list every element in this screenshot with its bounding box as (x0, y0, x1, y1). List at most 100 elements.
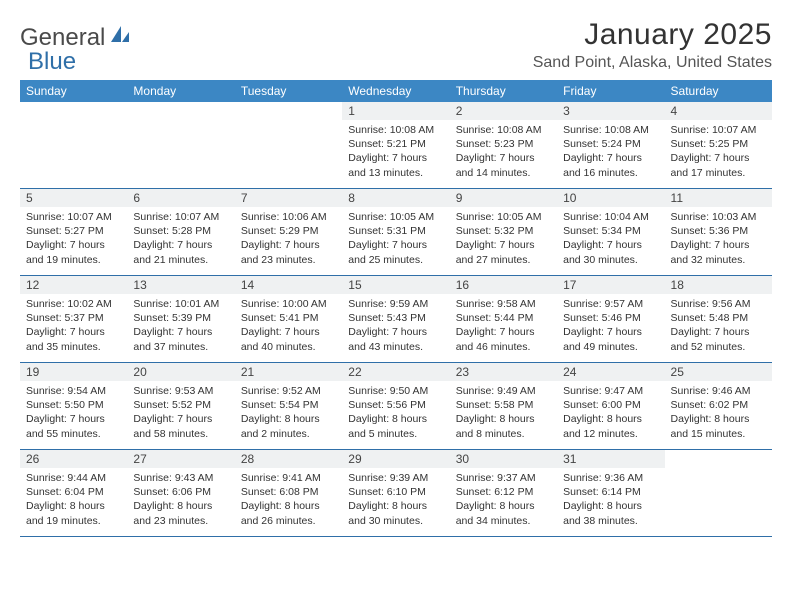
day-number: 1 (342, 102, 449, 120)
calendar-table: SundayMondayTuesdayWednesdayThursdayFrid… (20, 80, 772, 537)
calendar-day-cell: 13Sunrise: 10:01 AMSunset: 5:39 PMDaylig… (127, 276, 234, 363)
calendar-day-cell: 27Sunrise: 9:43 AMSunset: 6:06 PMDayligh… (127, 450, 234, 537)
calendar-day-cell: 6Sunrise: 10:07 AMSunset: 5:28 PMDayligh… (127, 189, 234, 276)
day-details: Sunrise: 9:41 AMSunset: 6:08 PMDaylight:… (235, 468, 342, 532)
month-title: January 2025 (533, 18, 772, 52)
day-number: 23 (450, 363, 557, 381)
day-number: 24 (557, 363, 664, 381)
day-details: Sunrise: 10:01 AMSunset: 5:39 PMDaylight… (127, 294, 234, 358)
calendar-day-cell (20, 102, 127, 189)
calendar-day-cell: 8Sunrise: 10:05 AMSunset: 5:31 PMDayligh… (342, 189, 449, 276)
day-details: Sunrise: 9:49 AMSunset: 5:58 PMDaylight:… (450, 381, 557, 445)
calendar-day-cell: 7Sunrise: 10:06 AMSunset: 5:29 PMDayligh… (235, 189, 342, 276)
day-number: 11 (665, 189, 772, 207)
day-header: Friday (557, 80, 664, 102)
day-details: Sunrise: 9:57 AMSunset: 5:46 PMDaylight:… (557, 294, 664, 358)
calendar-week-row: 12Sunrise: 10:02 AMSunset: 5:37 PMDaylig… (20, 276, 772, 363)
day-number: 28 (235, 450, 342, 468)
day-header: Sunday (20, 80, 127, 102)
day-header: Wednesday (342, 80, 449, 102)
header: General January 2025 Sand Point, Alaska,… (20, 18, 772, 72)
calendar-body: 1Sunrise: 10:08 AMSunset: 5:21 PMDayligh… (20, 102, 772, 537)
day-details: Sunrise: 9:56 AMSunset: 5:48 PMDaylight:… (665, 294, 772, 358)
day-details: Sunrise: 10:07 AMSunset: 5:27 PMDaylight… (20, 207, 127, 271)
day-number: 16 (450, 276, 557, 294)
calendar-day-cell: 4Sunrise: 10:07 AMSunset: 5:25 PMDayligh… (665, 102, 772, 189)
logo-blue-text: Blue (28, 48, 76, 75)
day-details: Sunrise: 9:53 AMSunset: 5:52 PMDaylight:… (127, 381, 234, 445)
day-header: Monday (127, 80, 234, 102)
calendar-week-row: 1Sunrise: 10:08 AMSunset: 5:21 PMDayligh… (20, 102, 772, 189)
day-number: 4 (665, 102, 772, 120)
day-header-row: SundayMondayTuesdayWednesdayThursdayFrid… (20, 80, 772, 102)
calendar-day-cell: 20Sunrise: 9:53 AMSunset: 5:52 PMDayligh… (127, 363, 234, 450)
day-details: Sunrise: 10:03 AMSunset: 5:36 PMDaylight… (665, 207, 772, 271)
day-number: 20 (127, 363, 234, 381)
calendar-day-cell: 10Sunrise: 10:04 AMSunset: 5:34 PMDaylig… (557, 189, 664, 276)
day-details: Sunrise: 9:37 AMSunset: 6:12 PMDaylight:… (450, 468, 557, 532)
day-number: 2 (450, 102, 557, 120)
logo: General (20, 18, 133, 52)
calendar-day-cell: 15Sunrise: 9:59 AMSunset: 5:43 PMDayligh… (342, 276, 449, 363)
calendar-day-cell: 5Sunrise: 10:07 AMSunset: 5:27 PMDayligh… (20, 189, 127, 276)
calendar-day-cell: 18Sunrise: 9:56 AMSunset: 5:48 PMDayligh… (665, 276, 772, 363)
calendar-day-cell: 30Sunrise: 9:37 AMSunset: 6:12 PMDayligh… (450, 450, 557, 537)
calendar-day-cell: 21Sunrise: 9:52 AMSunset: 5:54 PMDayligh… (235, 363, 342, 450)
day-number: 30 (450, 450, 557, 468)
calendar-day-cell: 3Sunrise: 10:08 AMSunset: 5:24 PMDayligh… (557, 102, 664, 189)
day-details: Sunrise: 10:06 AMSunset: 5:29 PMDaylight… (235, 207, 342, 271)
day-details: Sunrise: 10:07 AMSunset: 5:25 PMDaylight… (665, 120, 772, 184)
calendar-day-cell: 22Sunrise: 9:50 AMSunset: 5:56 PMDayligh… (342, 363, 449, 450)
day-number: 19 (20, 363, 127, 381)
day-details: Sunrise: 9:52 AMSunset: 5:54 PMDaylight:… (235, 381, 342, 445)
day-number: 7 (235, 189, 342, 207)
calendar-week-row: 19Sunrise: 9:54 AMSunset: 5:50 PMDayligh… (20, 363, 772, 450)
calendar-day-cell: 16Sunrise: 9:58 AMSunset: 5:44 PMDayligh… (450, 276, 557, 363)
calendar-day-cell: 26Sunrise: 9:44 AMSunset: 6:04 PMDayligh… (20, 450, 127, 537)
calendar-day-cell (127, 102, 234, 189)
calendar-day-cell: 23Sunrise: 9:49 AMSunset: 5:58 PMDayligh… (450, 363, 557, 450)
calendar-day-cell: 24Sunrise: 9:47 AMSunset: 6:00 PMDayligh… (557, 363, 664, 450)
day-number: 13 (127, 276, 234, 294)
location-text: Sand Point, Alaska, United States (533, 54, 772, 72)
calendar-day-cell: 1Sunrise: 10:08 AMSunset: 5:21 PMDayligh… (342, 102, 449, 189)
day-header: Tuesday (235, 80, 342, 102)
day-details: Sunrise: 10:04 AMSunset: 5:34 PMDaylight… (557, 207, 664, 271)
calendar-week-row: 5Sunrise: 10:07 AMSunset: 5:27 PMDayligh… (20, 189, 772, 276)
calendar-day-cell: 17Sunrise: 9:57 AMSunset: 5:46 PMDayligh… (557, 276, 664, 363)
calendar-day-cell: 9Sunrise: 10:05 AMSunset: 5:32 PMDayligh… (450, 189, 557, 276)
day-details: Sunrise: 9:46 AMSunset: 6:02 PMDaylight:… (665, 381, 772, 445)
calendar-page: General January 2025 Sand Point, Alaska,… (0, 0, 792, 547)
day-number: 6 (127, 189, 234, 207)
day-number: 8 (342, 189, 449, 207)
calendar-day-cell: 28Sunrise: 9:41 AMSunset: 6:08 PMDayligh… (235, 450, 342, 537)
day-number: 31 (557, 450, 664, 468)
day-details: Sunrise: 9:59 AMSunset: 5:43 PMDaylight:… (342, 294, 449, 358)
calendar-day-cell: 25Sunrise: 9:46 AMSunset: 6:02 PMDayligh… (665, 363, 772, 450)
calendar-week-row: 26Sunrise: 9:44 AMSunset: 6:04 PMDayligh… (20, 450, 772, 537)
day-number: 18 (665, 276, 772, 294)
logo-sail-icon (109, 24, 131, 49)
calendar-day-cell (665, 450, 772, 537)
calendar-day-cell: 31Sunrise: 9:36 AMSunset: 6:14 PMDayligh… (557, 450, 664, 537)
day-details: Sunrise: 10:08 AMSunset: 5:21 PMDaylight… (342, 120, 449, 184)
day-details: Sunrise: 9:43 AMSunset: 6:06 PMDaylight:… (127, 468, 234, 532)
day-number: 12 (20, 276, 127, 294)
day-number: 27 (127, 450, 234, 468)
logo-blue-wrap: Blue (28, 48, 76, 76)
day-number: 17 (557, 276, 664, 294)
day-number: 5 (20, 189, 127, 207)
day-details: Sunrise: 10:08 AMSunset: 5:23 PMDaylight… (450, 120, 557, 184)
day-number: 3 (557, 102, 664, 120)
calendar-day-cell: 11Sunrise: 10:03 AMSunset: 5:36 PMDaylig… (665, 189, 772, 276)
title-block: January 2025 Sand Point, Alaska, United … (533, 18, 772, 72)
calendar-day-cell: 29Sunrise: 9:39 AMSunset: 6:10 PMDayligh… (342, 450, 449, 537)
day-details: Sunrise: 9:47 AMSunset: 6:00 PMDaylight:… (557, 381, 664, 445)
day-details: Sunrise: 10:00 AMSunset: 5:41 PMDaylight… (235, 294, 342, 358)
day-number: 9 (450, 189, 557, 207)
day-header: Thursday (450, 80, 557, 102)
calendar-day-cell: 2Sunrise: 10:08 AMSunset: 5:23 PMDayligh… (450, 102, 557, 189)
day-details: Sunrise: 9:50 AMSunset: 5:56 PMDaylight:… (342, 381, 449, 445)
day-details: Sunrise: 10:05 AMSunset: 5:32 PMDaylight… (450, 207, 557, 271)
day-number: 25 (665, 363, 772, 381)
